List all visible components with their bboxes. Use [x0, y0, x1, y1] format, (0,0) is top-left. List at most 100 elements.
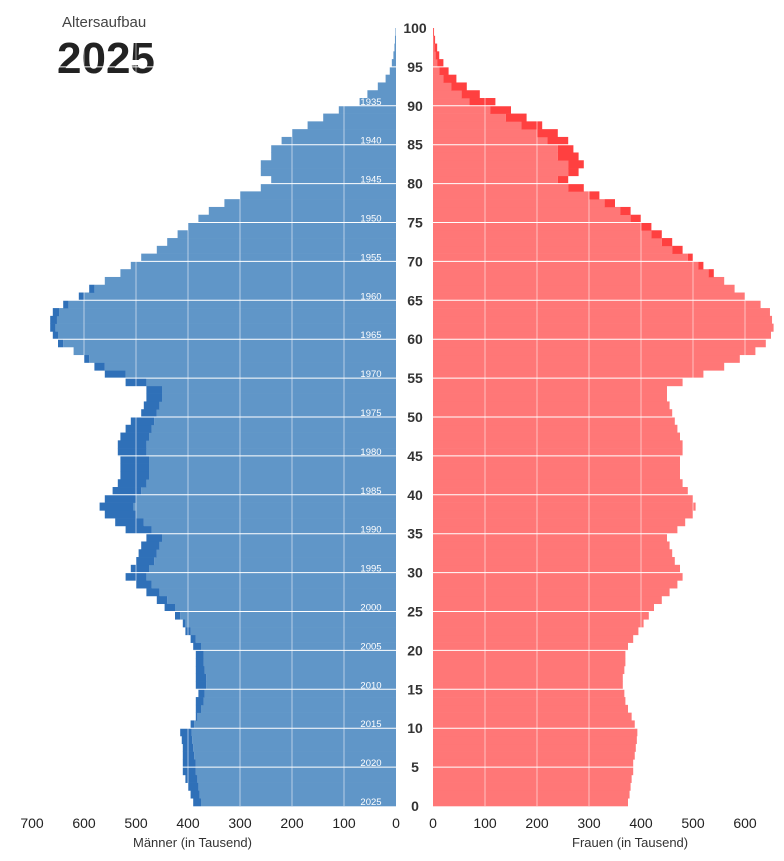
female-bar-age-36 — [433, 518, 686, 527]
male-bar-age-54 — [146, 378, 396, 387]
male-bar-age-59 — [63, 339, 396, 348]
male-bar-age-61 — [55, 323, 397, 332]
female-bar-age-57 — [433, 354, 740, 363]
x-tick-label-male: 400 — [176, 815, 200, 831]
female-bar-age-9 — [433, 728, 638, 737]
female-bar-age-6 — [433, 751, 635, 760]
female-surplus-bar-age-83 — [557, 152, 579, 161]
age-tick-label: 55 — [407, 370, 423, 386]
female-bar-age-56 — [433, 362, 725, 371]
female-surplus-bar-age-97 — [434, 43, 438, 52]
female-surplus-bar-age-75 — [630, 214, 641, 223]
male-bar-age-78 — [240, 191, 396, 200]
male-bar-age-88 — [323, 113, 396, 122]
male-bar-age-24 — [180, 611, 396, 620]
age-tick-label: 45 — [407, 448, 423, 464]
female-bar-age-51 — [433, 401, 670, 410]
age-tick-label: 75 — [407, 215, 423, 231]
male-surplus-bar-age-66 — [89, 284, 95, 293]
male-surplus-bar-age-19 — [195, 650, 204, 659]
male-bar-age-79 — [260, 183, 396, 192]
female-bar-age-37 — [433, 510, 693, 519]
x-axis-title-male: Männer (in Tausend) — [133, 835, 252, 850]
male-bar-age-36 — [143, 518, 396, 527]
female-surplus-bar-age-96 — [435, 51, 440, 60]
female-bar-age-83 — [433, 152, 558, 161]
birth-year-tick-label: 1985 — [360, 486, 381, 497]
female-bar-age-42 — [433, 471, 680, 480]
birth-year-tick-label: 1990 — [360, 525, 381, 536]
x-tick-label-female: 600 — [733, 815, 757, 831]
male-bar-age-39 — [136, 494, 396, 503]
female-bar-age-17 — [433, 665, 625, 675]
female-bar-age-41 — [433, 479, 683, 488]
male-bar-age-92 — [377, 82, 396, 91]
male-surplus-bar-age-8 — [181, 735, 193, 745]
chart-year-title: 2025 — [57, 34, 155, 83]
age-tick-label: 100 — [403, 20, 427, 36]
female-bar-age-88 — [433, 113, 506, 122]
male-surplus-bar-age-52 — [146, 393, 162, 402]
male-surplus-bar-age-65 — [78, 292, 84, 301]
female-bar-age-94 — [433, 66, 440, 75]
female-surplus-bar-age-91 — [461, 90, 480, 99]
age-tick-label: 60 — [407, 331, 423, 347]
male-bar-age-44 — [149, 455, 396, 464]
male-surplus-bar-age-1 — [190, 790, 200, 799]
male-surplus-bar-age-43 — [120, 463, 149, 472]
male-bar-age-9 — [191, 728, 396, 737]
male-surplus-bar-age-34 — [146, 533, 162, 542]
female-bar-age-60 — [433, 331, 771, 340]
male-bar-age-58 — [73, 346, 396, 356]
grid-lines — [0, 30, 784, 806]
female-surplus-bar-age-82 — [568, 160, 584, 169]
female-bar-age-46 — [433, 440, 683, 449]
female-bar-age-89 — [433, 105, 491, 114]
female-surplus-bar-age-76 — [620, 206, 631, 216]
female-bar-age-5 — [433, 759, 634, 768]
male-surplus-bar-age-49 — [130, 417, 155, 426]
female-surplus-bar-age-80 — [557, 175, 569, 184]
female-surplus-bar-age-73 — [651, 230, 662, 239]
male-bar-age-93 — [385, 74, 396, 83]
male-surplus-bar-age-45 — [117, 448, 147, 457]
birth-year-tick-label: 2020 — [360, 758, 381, 769]
age-tick-label: 15 — [407, 681, 423, 697]
x-tick-label-female: 0 — [429, 815, 437, 831]
age-tick-label: 80 — [407, 176, 423, 192]
female-bar-age-30 — [433, 564, 680, 573]
male-surplus-bar-age-28 — [136, 580, 152, 589]
male-surplus-bar-age-6 — [182, 751, 195, 760]
age-tick-label: 5 — [411, 759, 419, 775]
female-bar-age-96 — [433, 51, 436, 60]
female-bar-age-28 — [433, 580, 678, 589]
male-bar-age-80 — [271, 175, 396, 184]
female-bar-age-38 — [433, 502, 696, 511]
male-bar-age-23 — [185, 619, 396, 628]
female-bar-age-7 — [433, 743, 636, 752]
male-surplus-bar-age-59 — [58, 339, 64, 348]
male-surplus-bar-age-56 — [94, 362, 105, 371]
age-tick-label: 70 — [407, 253, 423, 269]
birth-year-tick-label: 1935 — [360, 97, 381, 108]
male-bar-age-71 — [156, 245, 396, 254]
male-bar-age-29 — [146, 572, 396, 581]
male-bar-age-17 — [204, 665, 396, 675]
male-bar-age-10 — [194, 720, 396, 729]
male-surplus-bar-age-21 — [190, 634, 196, 643]
male-surplus-bar-age-61 — [50, 323, 56, 332]
male-bar-age-20 — [201, 642, 396, 651]
female-bar-age-15 — [433, 681, 623, 690]
female-bar-age-21 — [433, 634, 634, 643]
male-bar-age-50 — [156, 409, 396, 418]
male-surplus-bar-age-62 — [50, 315, 57, 324]
male-bar-age-21 — [195, 634, 396, 643]
female-bar-age-82 — [433, 160, 569, 169]
age-tick-label: 40 — [407, 487, 423, 503]
female-bar-age-34 — [433, 533, 667, 542]
male-bar-age-0 — [201, 798, 396, 807]
female-bar-age-20 — [433, 642, 628, 651]
male-bar-age-69 — [130, 261, 397, 270]
female-bar-age-81 — [433, 168, 569, 177]
male-bar-age-35 — [151, 525, 396, 534]
